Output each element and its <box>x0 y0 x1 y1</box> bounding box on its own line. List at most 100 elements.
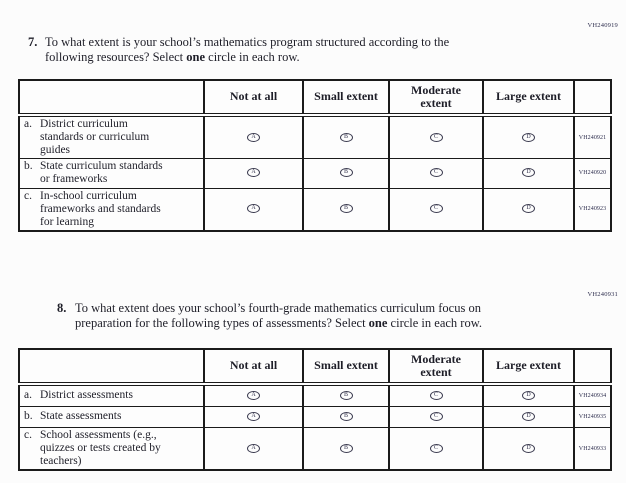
answer-oval-c[interactable]: C <box>429 443 443 453</box>
option-cell: D <box>482 114 575 160</box>
row-label-text: District assessments <box>40 389 133 402</box>
answer-oval-c[interactable]: C <box>429 132 443 142</box>
question-7-text-part1: To what extent is your school’s mathemat… <box>45 35 450 64</box>
option-cell: B <box>302 187 390 232</box>
question-8-text-part1: To what extent does your school’s fourth… <box>75 301 481 330</box>
row-label: c. School assessments (e.g., quizzes or t… <box>18 427 205 472</box>
row-accession-code: VH240923 <box>573 187 612 232</box>
table-header-row: Not at all Small extent Moderate extent … <box>18 348 612 386</box>
question-7-accession-code: VH240919 <box>587 22 618 29</box>
question-8-text-bold: one <box>368 315 388 330</box>
answer-oval-a[interactable]: A <box>247 168 260 178</box>
empty-header-cell <box>18 79 205 117</box>
answer-oval-b[interactable]: B <box>339 412 353 421</box>
question-7-text-bold: one <box>186 49 206 64</box>
question-8-response-table: Not at all Small extent Moderate extent … <box>18 348 612 472</box>
row-label: c. In-school curriculum frameworks and st… <box>18 187 205 232</box>
row-letter: b. <box>24 160 33 173</box>
question-7-number: 7. <box>28 35 38 49</box>
column-header-small-extent: Small extent <box>302 79 390 117</box>
question-8-text-part2: circle in each row. <box>390 315 483 330</box>
column-header-not-at-all: Not at all <box>203 79 304 117</box>
option-cell: D <box>482 427 575 472</box>
table-row: c. School assessments (e.g., quizzes or t… <box>18 427 612 472</box>
option-cell: C <box>388 187 484 232</box>
option-cell: C <box>388 383 484 407</box>
option-cell: A <box>203 158 304 189</box>
row-label-text: District curriculum standards or curricu… <box>40 118 150 157</box>
answer-oval-c[interactable]: C <box>429 412 443 421</box>
row-letter: c. <box>24 429 32 441</box>
option-cell: B <box>302 427 390 472</box>
option-cell: A <box>203 383 304 407</box>
row-label-text: In-school curriculum frameworks and stan… <box>40 189 161 228</box>
option-cell: A <box>203 427 304 472</box>
row-accession-code: VH240920 <box>573 158 612 189</box>
empty-header-cell <box>18 348 205 386</box>
answer-oval-a[interactable]: A <box>247 412 260 421</box>
row-letter: b. <box>24 410 33 423</box>
row-label-text: State assessments <box>40 410 122 423</box>
column-header-not-at-all: Not at all <box>203 348 304 386</box>
option-cell: A <box>203 406 304 428</box>
option-cell: A <box>203 187 304 232</box>
answer-oval-d[interactable]: D <box>522 132 535 142</box>
table-header-row: Not at all Small extent Moderate extent … <box>18 79 612 117</box>
row-label: a. District assessments <box>18 383 205 407</box>
answer-oval-c[interactable]: C <box>429 168 443 178</box>
row-accession-code: VH240934 <box>573 383 612 407</box>
column-header-large-extent: Large extent <box>482 348 575 386</box>
option-cell: B <box>302 406 390 428</box>
question-8-number: 8. <box>57 301 67 315</box>
answer-oval-b[interactable]: B <box>339 391 353 400</box>
option-cell: D <box>482 158 575 189</box>
answer-oval-b[interactable]: B <box>339 204 353 214</box>
row-accession-code: VH240933 <box>573 427 612 472</box>
answer-oval-d[interactable]: D <box>522 204 535 214</box>
option-cell: B <box>302 114 390 160</box>
row-label: b. State curriculum standards or framewor… <box>18 158 205 189</box>
option-cell: D <box>482 406 575 428</box>
column-header-moderate-extent: Moderate extent <box>388 79 484 117</box>
option-cell: C <box>388 114 484 160</box>
column-header-small-extent: Small extent <box>302 348 390 386</box>
empty-header-cell <box>573 348 612 386</box>
answer-oval-a[interactable]: A <box>247 132 260 142</box>
option-cell: C <box>388 158 484 189</box>
row-letter: a. <box>24 389 32 402</box>
question-7-text: To what extent is your school’s mathemat… <box>45 35 570 64</box>
answer-oval-d[interactable]: D <box>522 412 535 421</box>
table-row: b. State assessments A B C D VH240935 <box>18 406 612 428</box>
answer-oval-d[interactable]: D <box>522 391 535 400</box>
answer-oval-a[interactable]: A <box>247 443 260 453</box>
question-7-response-table: Not at all Small extent Moderate extent … <box>18 79 612 232</box>
answer-oval-c[interactable]: C <box>429 204 443 214</box>
answer-oval-d[interactable]: D <box>522 443 535 453</box>
row-label-text: School assessments (e.g., quizzes or tes… <box>40 429 161 468</box>
option-cell: B <box>302 158 390 189</box>
table-row: a. District curriculum standards or curri… <box>18 114 612 160</box>
option-cell: D <box>482 383 575 407</box>
row-accession-code: VH240935 <box>573 406 612 428</box>
option-cell: D <box>482 187 575 232</box>
row-label: b. State assessments <box>18 406 205 428</box>
option-cell: A <box>203 114 304 160</box>
answer-oval-c[interactable]: C <box>429 391 443 400</box>
option-cell: C <box>388 427 484 472</box>
answer-oval-b[interactable]: B <box>339 168 353 178</box>
question-7-text-part2: circle in each row. <box>208 49 300 64</box>
row-label: a. District curriculum standards or curri… <box>18 114 205 160</box>
option-cell: C <box>388 406 484 428</box>
table-row: c. In-school curriculum frameworks and st… <box>18 187 612 232</box>
answer-oval-a[interactable]: A <box>247 391 260 400</box>
row-letter: c. <box>24 189 32 202</box>
answer-oval-b[interactable]: B <box>339 132 353 142</box>
row-letter: a. <box>24 118 32 130</box>
answer-oval-b[interactable]: B <box>339 443 353 453</box>
answer-oval-d[interactable]: D <box>522 168 535 178</box>
answer-oval-a[interactable]: A <box>247 204 260 214</box>
empty-header-cell <box>573 79 612 117</box>
table-row: b. State curriculum standards or framewor… <box>18 158 612 189</box>
question-8-accession-code: VH240931 <box>587 291 618 298</box>
column-header-moderate-extent: Moderate extent <box>388 348 484 386</box>
